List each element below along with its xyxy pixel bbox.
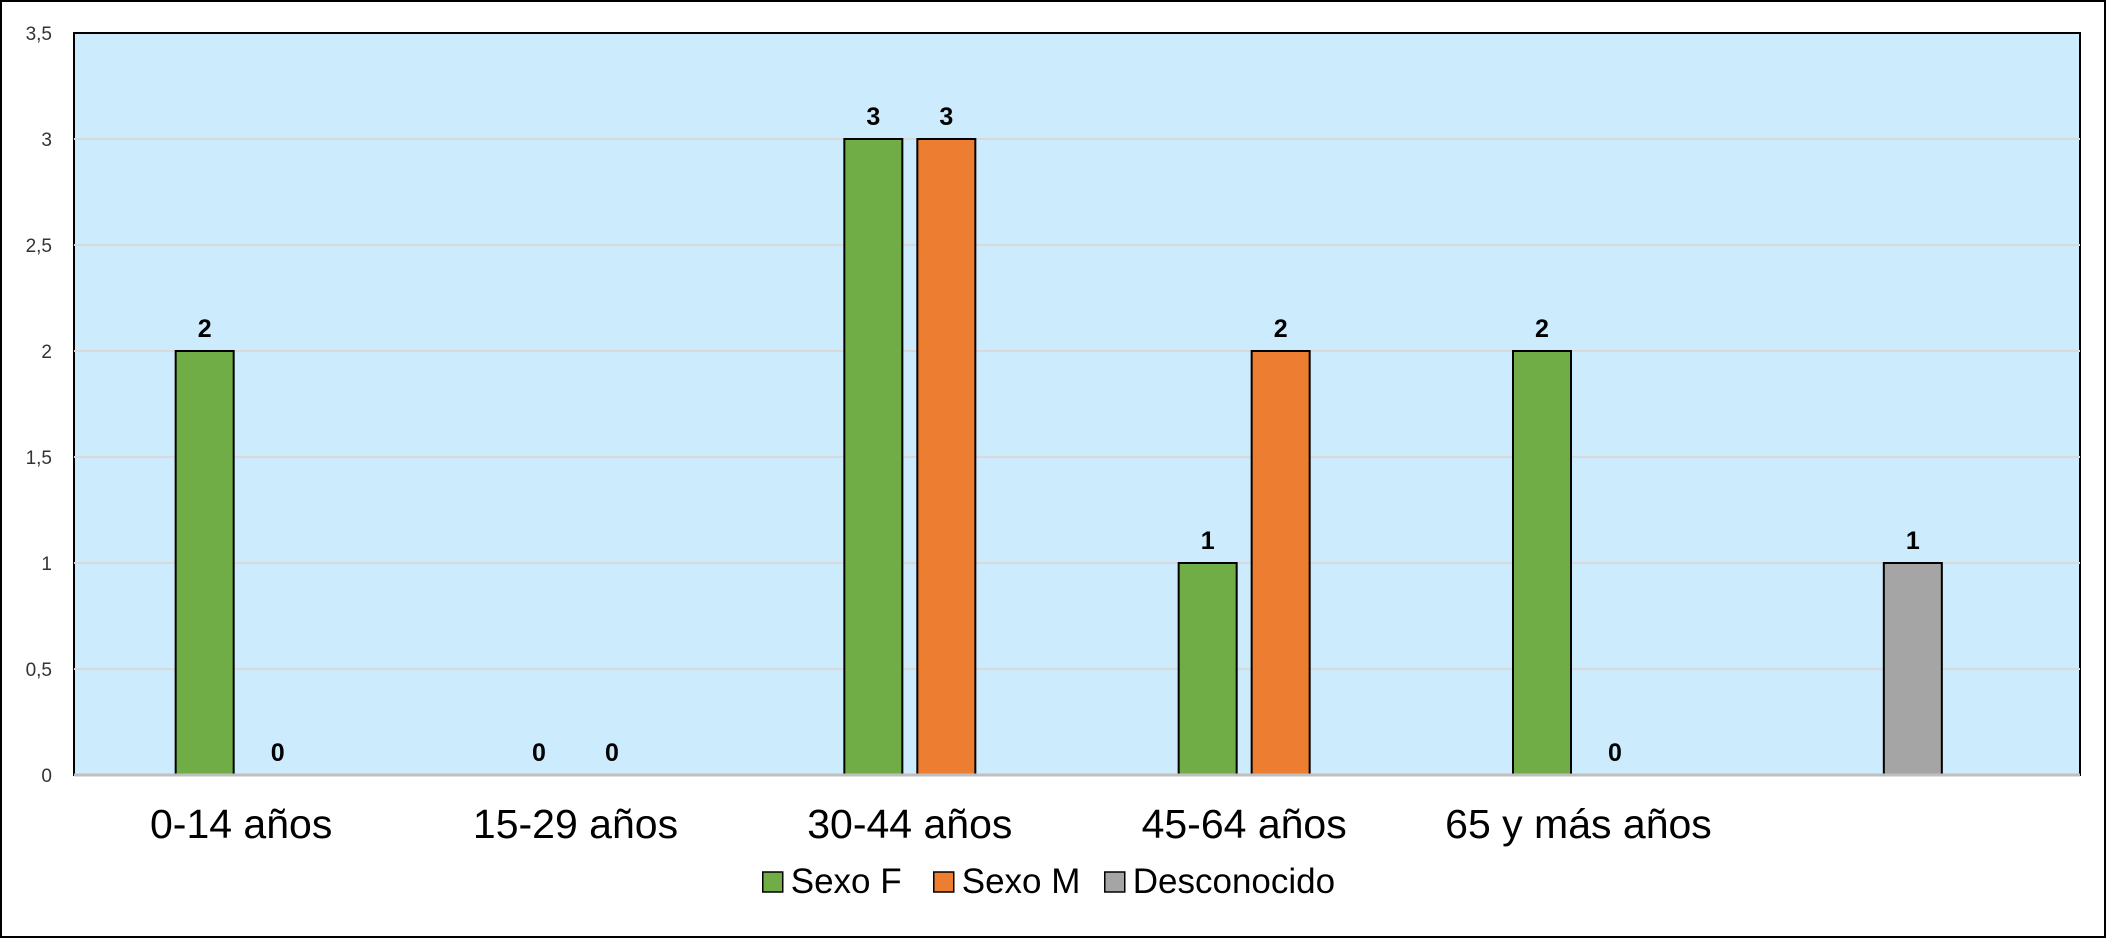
bar bbox=[1250, 350, 1311, 776]
legend-item: Sexo M bbox=[933, 862, 1081, 901]
legend-label: Sexo F bbox=[791, 862, 902, 901]
legend-item: Desconocido bbox=[1104, 862, 1335, 901]
x-tick-label: 0-14 años bbox=[150, 801, 332, 847]
plot-area bbox=[73, 32, 2081, 776]
data-label: 0 bbox=[271, 739, 285, 767]
legend-swatch bbox=[762, 871, 784, 893]
x-tick-label: 15-29 años bbox=[473, 801, 678, 847]
bars bbox=[174, 138, 1943, 776]
y-tick-label: 2,5 bbox=[26, 236, 52, 257]
data-labels: 2 0 3 1 2 0 0 3 2 0 1 bbox=[198, 103, 1920, 767]
data-label: 0 bbox=[1608, 739, 1622, 767]
y-axis: 0 0,5 1 1,5 2 2,5 3 3,5 bbox=[26, 24, 52, 787]
bar bbox=[174, 350, 235, 776]
data-label: 3 bbox=[939, 103, 953, 131]
x-axis: 0-14 años 15-29 años 30-44 años 45-64 años 6… bbox=[150, 801, 1712, 847]
data-label: 1 bbox=[1906, 527, 1920, 555]
data-label: 1 bbox=[1201, 527, 1215, 555]
legend-swatch bbox=[933, 871, 955, 893]
bar bbox=[1177, 562, 1238, 776]
legend-swatch bbox=[1104, 871, 1126, 893]
bar bbox=[1882, 562, 1943, 776]
x-tick-label: 30-44 años bbox=[807, 801, 1012, 847]
y-tick-label: 0,5 bbox=[26, 660, 52, 681]
gridlines bbox=[74, 138, 2080, 670]
y-tick-label: 2 bbox=[41, 342, 52, 363]
y-tick-label: 3 bbox=[41, 130, 52, 151]
data-label: 0 bbox=[532, 739, 546, 767]
data-label: 0 bbox=[605, 739, 619, 767]
data-label: 2 bbox=[1535, 315, 1549, 343]
bar bbox=[1512, 350, 1572, 776]
y-tick-label: 1 bbox=[41, 554, 52, 575]
y-tick-label: 0 bbox=[41, 766, 52, 787]
bar bbox=[916, 138, 977, 776]
data-label: 2 bbox=[1274, 315, 1288, 343]
x-tick-label: 65 y más años bbox=[1445, 801, 1712, 847]
legend-label: Sexo M bbox=[962, 862, 1081, 901]
legend: Sexo F Sexo M Desconocido bbox=[762, 862, 1335, 901]
data-label: 2 bbox=[198, 315, 212, 343]
y-tick-label: 1,5 bbox=[26, 448, 52, 469]
y-tick-label: 3,5 bbox=[26, 24, 52, 45]
bar bbox=[843, 138, 904, 776]
legend-item: Sexo F bbox=[762, 862, 902, 901]
data-label: 3 bbox=[866, 103, 880, 131]
legend-label: Desconocido bbox=[1133, 862, 1335, 901]
x-tick-label: 45-64 años bbox=[1142, 801, 1347, 847]
